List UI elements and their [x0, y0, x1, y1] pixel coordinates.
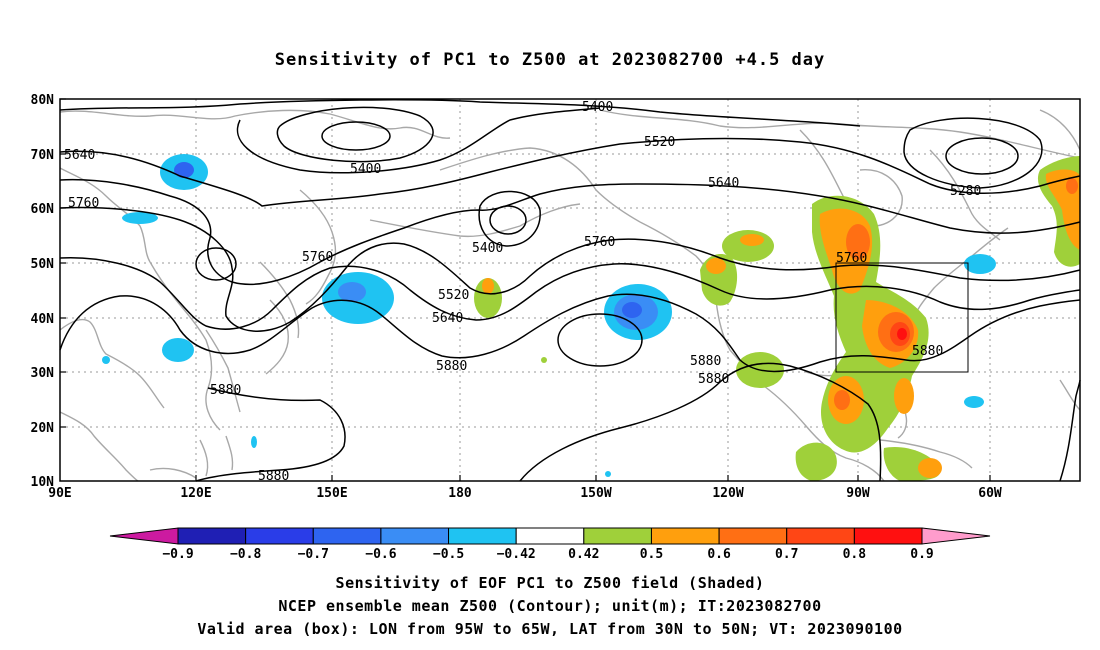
- gridlines: [60, 99, 1080, 481]
- contour-5640: [59, 178, 1081, 286]
- contour-closed-low-7: [195, 247, 237, 281]
- shaded-sensitivity: [102, 154, 1080, 481]
- contour-label: 5760: [836, 251, 867, 266]
- contour-label: 5400: [582, 100, 613, 115]
- lat-label: 30N: [31, 366, 55, 381]
- lat-label: 20N: [31, 421, 55, 436]
- map-panel: 5640 5760 5400 5400 5520 5640 5400 5280 …: [31, 93, 1081, 501]
- lat-label: 40N: [31, 312, 55, 327]
- contour-label: 5640: [64, 148, 95, 163]
- latitude-labels: 80N 70N 60N 50N 40N 30N 20N 10N: [31, 93, 55, 490]
- colorbar-label: −0.42: [497, 547, 536, 562]
- contour-label: 5640: [708, 176, 739, 191]
- lon-label: 90W: [846, 486, 870, 501]
- colorbar-box: [245, 527, 314, 545]
- contour-label: 5880: [436, 359, 467, 374]
- lat-label: 70N: [31, 148, 55, 163]
- lat-label: 50N: [31, 257, 55, 272]
- colorbar-box: [583, 527, 652, 545]
- negative-shading: [102, 154, 996, 477]
- colorbar-box: [515, 527, 585, 545]
- colorbar-label: 0.5: [640, 547, 663, 562]
- colorbar-label: −0.7: [298, 547, 329, 562]
- lon-label: 120E: [180, 486, 211, 501]
- contour-closed-low-6: [478, 190, 541, 247]
- lon-label: 150W: [580, 486, 611, 501]
- contour-label: 5760: [68, 196, 99, 211]
- contour-label: 5880: [698, 372, 729, 387]
- lon-label: 90E: [48, 486, 71, 501]
- contour-labels: 5640 5760 5400 5400 5520 5640 5400 5280 …: [64, 100, 981, 484]
- contour-label: 5760: [584, 235, 615, 250]
- valid-area-box: [835, 262, 969, 373]
- contour-closed-low-2: [276, 106, 434, 163]
- footer-line-3: Valid area (box): LON from 95W to 65W, L…: [197, 620, 903, 638]
- colorbar-label: −0.8: [230, 547, 261, 562]
- contour-5400-a: [59, 99, 861, 127]
- lon-label: 60W: [978, 486, 1002, 501]
- colorbar-label: −0.9: [162, 547, 193, 562]
- contour-closed-low-1: [321, 121, 391, 151]
- colorbar-over-triangle: [921, 527, 991, 545]
- lon-label: 120W: [712, 486, 743, 501]
- lat-label: 10N: [31, 475, 55, 490]
- colorbar-box: [718, 527, 788, 545]
- colorbar: −0.9 −0.8 −0.7 −0.6 −0.5 −0.42 0.42 0.5 0.6 0.7 0.…: [109, 527, 991, 562]
- contour-label: 5880: [210, 383, 241, 398]
- colorbar-label: 0.9: [910, 547, 933, 562]
- contour-label: 5880: [912, 344, 943, 359]
- lat-label: 60N: [31, 202, 55, 217]
- contour-label: 5280: [950, 184, 981, 199]
- contour-5520: [59, 137, 1081, 207]
- contour-5880-a: [59, 293, 1081, 373]
- contour-label: 5760: [302, 250, 333, 265]
- contour-label: 5400: [350, 162, 381, 177]
- map-frame: [59, 98, 1081, 482]
- contour-closed-high-1: [557, 313, 643, 367]
- colorbar-labels: −0.9 −0.8 −0.7 −0.6 −0.5 −0.42 0.42 0.5 0.6 0.7 0.…: [162, 547, 933, 562]
- colorbar-label: −0.6: [365, 547, 396, 562]
- colorbar-box: [448, 527, 517, 545]
- contour-5760: [59, 206, 1081, 332]
- footer-line-1: Sensitivity of EOF PC1 to Z500 field (Sh…: [335, 574, 765, 592]
- contour-label: 5520: [438, 288, 469, 303]
- contour-5400-b: [236, 107, 601, 174]
- contour-label: 5640: [432, 311, 463, 326]
- contour-closed-low-3: [945, 137, 1019, 175]
- lon-label: 150E: [316, 486, 347, 501]
- colorbar-label: 0.7: [775, 547, 798, 562]
- colorbar-box: [786, 527, 855, 545]
- colorbar-box: [380, 527, 450, 545]
- colorbar-boxes: [177, 527, 923, 545]
- lon-label: 180: [448, 486, 472, 501]
- colorbar-label: 0.6: [707, 547, 731, 562]
- colorbar-box: [853, 527, 923, 545]
- colorbar-box: [312, 527, 382, 545]
- contour-label: 5880: [690, 354, 721, 369]
- colorbar-box: [177, 527, 247, 545]
- contour-label: 5520: [644, 135, 675, 150]
- colorbar-label: −0.5: [433, 547, 464, 562]
- footer-line-2: NCEP ensemble mean Z500 (Contour); unit(…: [278, 597, 822, 615]
- axis-ticks: [60, 98, 991, 481]
- lat-label: 80N: [31, 93, 55, 108]
- contour-closed-low-4: [903, 117, 1043, 189]
- contour-label: 5400: [472, 241, 503, 256]
- contour-5880-b: [195, 387, 346, 482]
- figure-title: Sensitivity of PC1 to Z500 at 2023082700…: [274, 50, 826, 70]
- colorbar-under-triangle: [109, 527, 179, 545]
- z500-contours: [59, 99, 1081, 482]
- longitude-labels: 90E 120E 150E 180 150W 120W 90W 60W: [48, 486, 1002, 501]
- colorbar-label: 0.42: [568, 547, 599, 562]
- contour-5880-c: [519, 362, 882, 482]
- colorbar-label: 0.8: [843, 547, 867, 562]
- colorbar-box: [650, 527, 720, 545]
- coastlines: [59, 109, 1081, 482]
- contour-5820: [59, 256, 1081, 330]
